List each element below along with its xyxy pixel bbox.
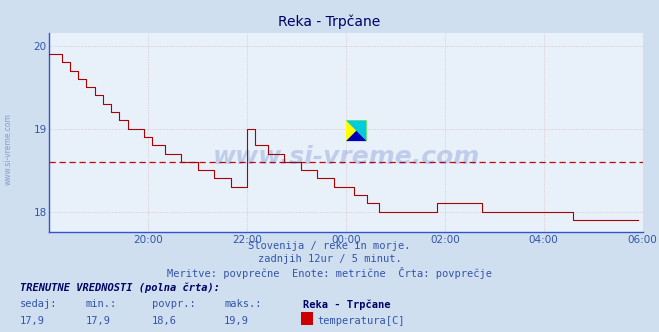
Text: TRENUTNE VREDNOSTI (polna črta):: TRENUTNE VREDNOSTI (polna črta): bbox=[20, 283, 219, 293]
Text: maks.:: maks.: bbox=[224, 299, 262, 309]
Text: Slovenija / reke in morje.: Slovenija / reke in morje. bbox=[248, 241, 411, 251]
Text: zadnjih 12ur / 5 minut.: zadnjih 12ur / 5 minut. bbox=[258, 254, 401, 264]
Text: povpr.:: povpr.: bbox=[152, 299, 195, 309]
Polygon shape bbox=[346, 120, 366, 141]
Text: 18,6: 18,6 bbox=[152, 316, 177, 326]
Text: 19,9: 19,9 bbox=[224, 316, 249, 326]
Text: www.si-vreme.com: www.si-vreme.com bbox=[3, 114, 13, 185]
Text: Reka - Trpčane: Reka - Trpčane bbox=[303, 299, 391, 310]
Text: 17,9: 17,9 bbox=[20, 316, 45, 326]
Text: www.si-vreme.com: www.si-vreme.com bbox=[212, 145, 480, 169]
Polygon shape bbox=[346, 131, 366, 141]
Text: min.:: min.: bbox=[86, 299, 117, 309]
FancyBboxPatch shape bbox=[346, 120, 366, 141]
Text: 17,9: 17,9 bbox=[86, 316, 111, 326]
Text: temperatura[C]: temperatura[C] bbox=[318, 316, 405, 326]
Text: Meritve: povprečne  Enote: metrične  Črta: povprečje: Meritve: povprečne Enote: metrične Črta:… bbox=[167, 267, 492, 279]
Text: Reka - Trpčane: Reka - Trpčane bbox=[278, 15, 381, 30]
Text: sedaj:: sedaj: bbox=[20, 299, 57, 309]
